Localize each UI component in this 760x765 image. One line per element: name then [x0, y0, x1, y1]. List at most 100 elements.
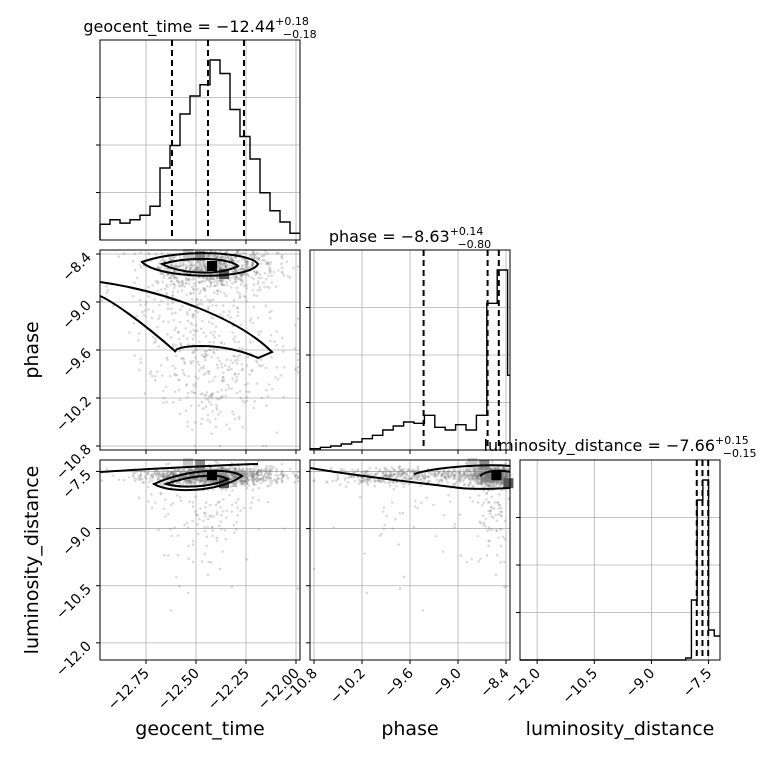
sample-point: [259, 473, 262, 477]
sample-point: [383, 481, 387, 484]
sample-point: [206, 479, 210, 483]
sample-point: [195, 266, 199, 270]
sample-point: [219, 313, 222, 316]
sample-point: [196, 513, 200, 517]
sample-point: [163, 472, 167, 476]
sample-point: [221, 394, 224, 398]
sample-point: [241, 425, 245, 429]
sample-point: [170, 263, 174, 267]
sample-point: [203, 394, 207, 397]
sample-point: [245, 259, 249, 263]
panel-luminosity_distance-phase: −10.8 −10.2 −9.6 −9.0 −8.4: [279, 458, 514, 707]
sample-point: [187, 375, 190, 378]
sample-point: [233, 473, 237, 477]
sample-point: [188, 266, 192, 270]
sample-point: [204, 405, 208, 409]
sample-point: [283, 527, 286, 530]
sample-point: [270, 468, 274, 471]
sample-point: [477, 468, 480, 472]
sample-point: [498, 482, 501, 486]
sample-point: [192, 277, 196, 280]
sample-point: [157, 476, 161, 479]
sample-point: [293, 480, 297, 484]
sample-point: [209, 298, 213, 302]
sample-point: [239, 276, 243, 280]
sample-point: [501, 474, 504, 478]
sample-point: [266, 472, 270, 476]
sample-point: [173, 270, 176, 274]
sample-point: [485, 476, 489, 480]
sample-point: [220, 528, 223, 531]
sample-point: [215, 479, 218, 483]
sample-point: [501, 471, 505, 475]
sample-point: [504, 473, 508, 476]
sample-point: [194, 268, 198, 272]
sample-point: [234, 482, 238, 485]
sample-point: [488, 467, 492, 471]
sample-point: [384, 473, 387, 477]
sample-point: [251, 478, 255, 481]
sample-point: [195, 477, 199, 480]
sample-point: [238, 268, 241, 272]
sample-point: [440, 472, 444, 476]
sample-point: [486, 477, 490, 480]
sample-point: [198, 472, 202, 475]
sample-point: [174, 469, 178, 473]
sample-point: [503, 560, 506, 564]
sample-point: [446, 474, 450, 477]
sample-point: [187, 557, 191, 560]
sample-point: [388, 471, 392, 474]
sample-point: [373, 473, 377, 476]
sample-point: [147, 285, 150, 289]
sample-point: [210, 432, 213, 435]
sample-point: [198, 281, 201, 285]
sample-point: [137, 496, 141, 499]
sample-point: [206, 573, 210, 577]
sample-point: [215, 276, 219, 279]
sample-point: [492, 482, 496, 485]
sample-point: [174, 354, 178, 358]
sample-point: [173, 276, 176, 279]
sample-point: [171, 472, 175, 475]
sample-point: [496, 480, 500, 484]
sample-point: [258, 468, 261, 472]
sample-point: [502, 467, 506, 471]
sample-point: [161, 471, 164, 474]
sample-point: [484, 474, 488, 477]
sample-point: [249, 473, 253, 477]
sample-point: [405, 472, 408, 476]
sample-point: [256, 474, 260, 477]
sample-point: [207, 254, 210, 257]
sample-point: [166, 470, 170, 474]
sample-point: [190, 285, 194, 289]
sample-point: [495, 480, 499, 484]
sample-point: [148, 480, 151, 484]
sample-point: [409, 469, 412, 473]
sample-point: [344, 469, 347, 473]
sample-point: [189, 264, 193, 268]
sample-point: [478, 471, 482, 475]
sample-point: [501, 476, 505, 479]
sample-point: [239, 470, 243, 474]
sample-point: [137, 332, 141, 335]
sample-point: [245, 475, 249, 479]
sample-point: [235, 375, 239, 379]
sample-point: [182, 334, 185, 338]
sample-point: [497, 503, 501, 507]
sample-point: [486, 480, 490, 483]
sample-point: [241, 479, 245, 483]
sample-point: [194, 495, 197, 499]
sample-point: [428, 479, 432, 483]
sample-point: [413, 470, 416, 473]
sample-point: [239, 278, 243, 282]
sample-point: [270, 465, 273, 468]
sample-point: [392, 468, 395, 471]
sample-point: [221, 550, 225, 553]
sample-point: [503, 537, 507, 541]
sample-point: [368, 477, 372, 481]
sample-point: [495, 480, 499, 484]
sample-point: [171, 482, 175, 486]
sample-point: [156, 472, 160, 476]
sample-point: [495, 519, 499, 523]
sample-point: [181, 279, 185, 283]
